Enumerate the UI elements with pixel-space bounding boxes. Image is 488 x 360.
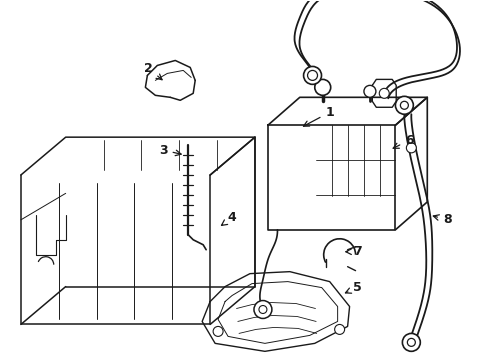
Circle shape <box>259 306 266 314</box>
Circle shape <box>303 67 321 84</box>
Circle shape <box>400 101 407 109</box>
Circle shape <box>395 96 412 114</box>
Text: 2: 2 <box>143 62 162 80</box>
Circle shape <box>213 327 223 336</box>
Text: 3: 3 <box>159 144 181 157</box>
Text: 5: 5 <box>345 281 361 294</box>
Circle shape <box>253 301 271 319</box>
Text: 4: 4 <box>221 211 236 225</box>
Text: 6: 6 <box>392 134 413 148</box>
Text: 7: 7 <box>345 245 361 258</box>
Circle shape <box>406 143 415 153</box>
Circle shape <box>363 85 375 97</box>
Circle shape <box>402 333 420 351</box>
Circle shape <box>307 71 317 80</box>
Circle shape <box>334 324 344 334</box>
Circle shape <box>379 88 388 98</box>
Circle shape <box>407 338 414 346</box>
Circle shape <box>314 80 330 95</box>
Text: 8: 8 <box>432 213 450 226</box>
Text: 1: 1 <box>303 106 333 126</box>
